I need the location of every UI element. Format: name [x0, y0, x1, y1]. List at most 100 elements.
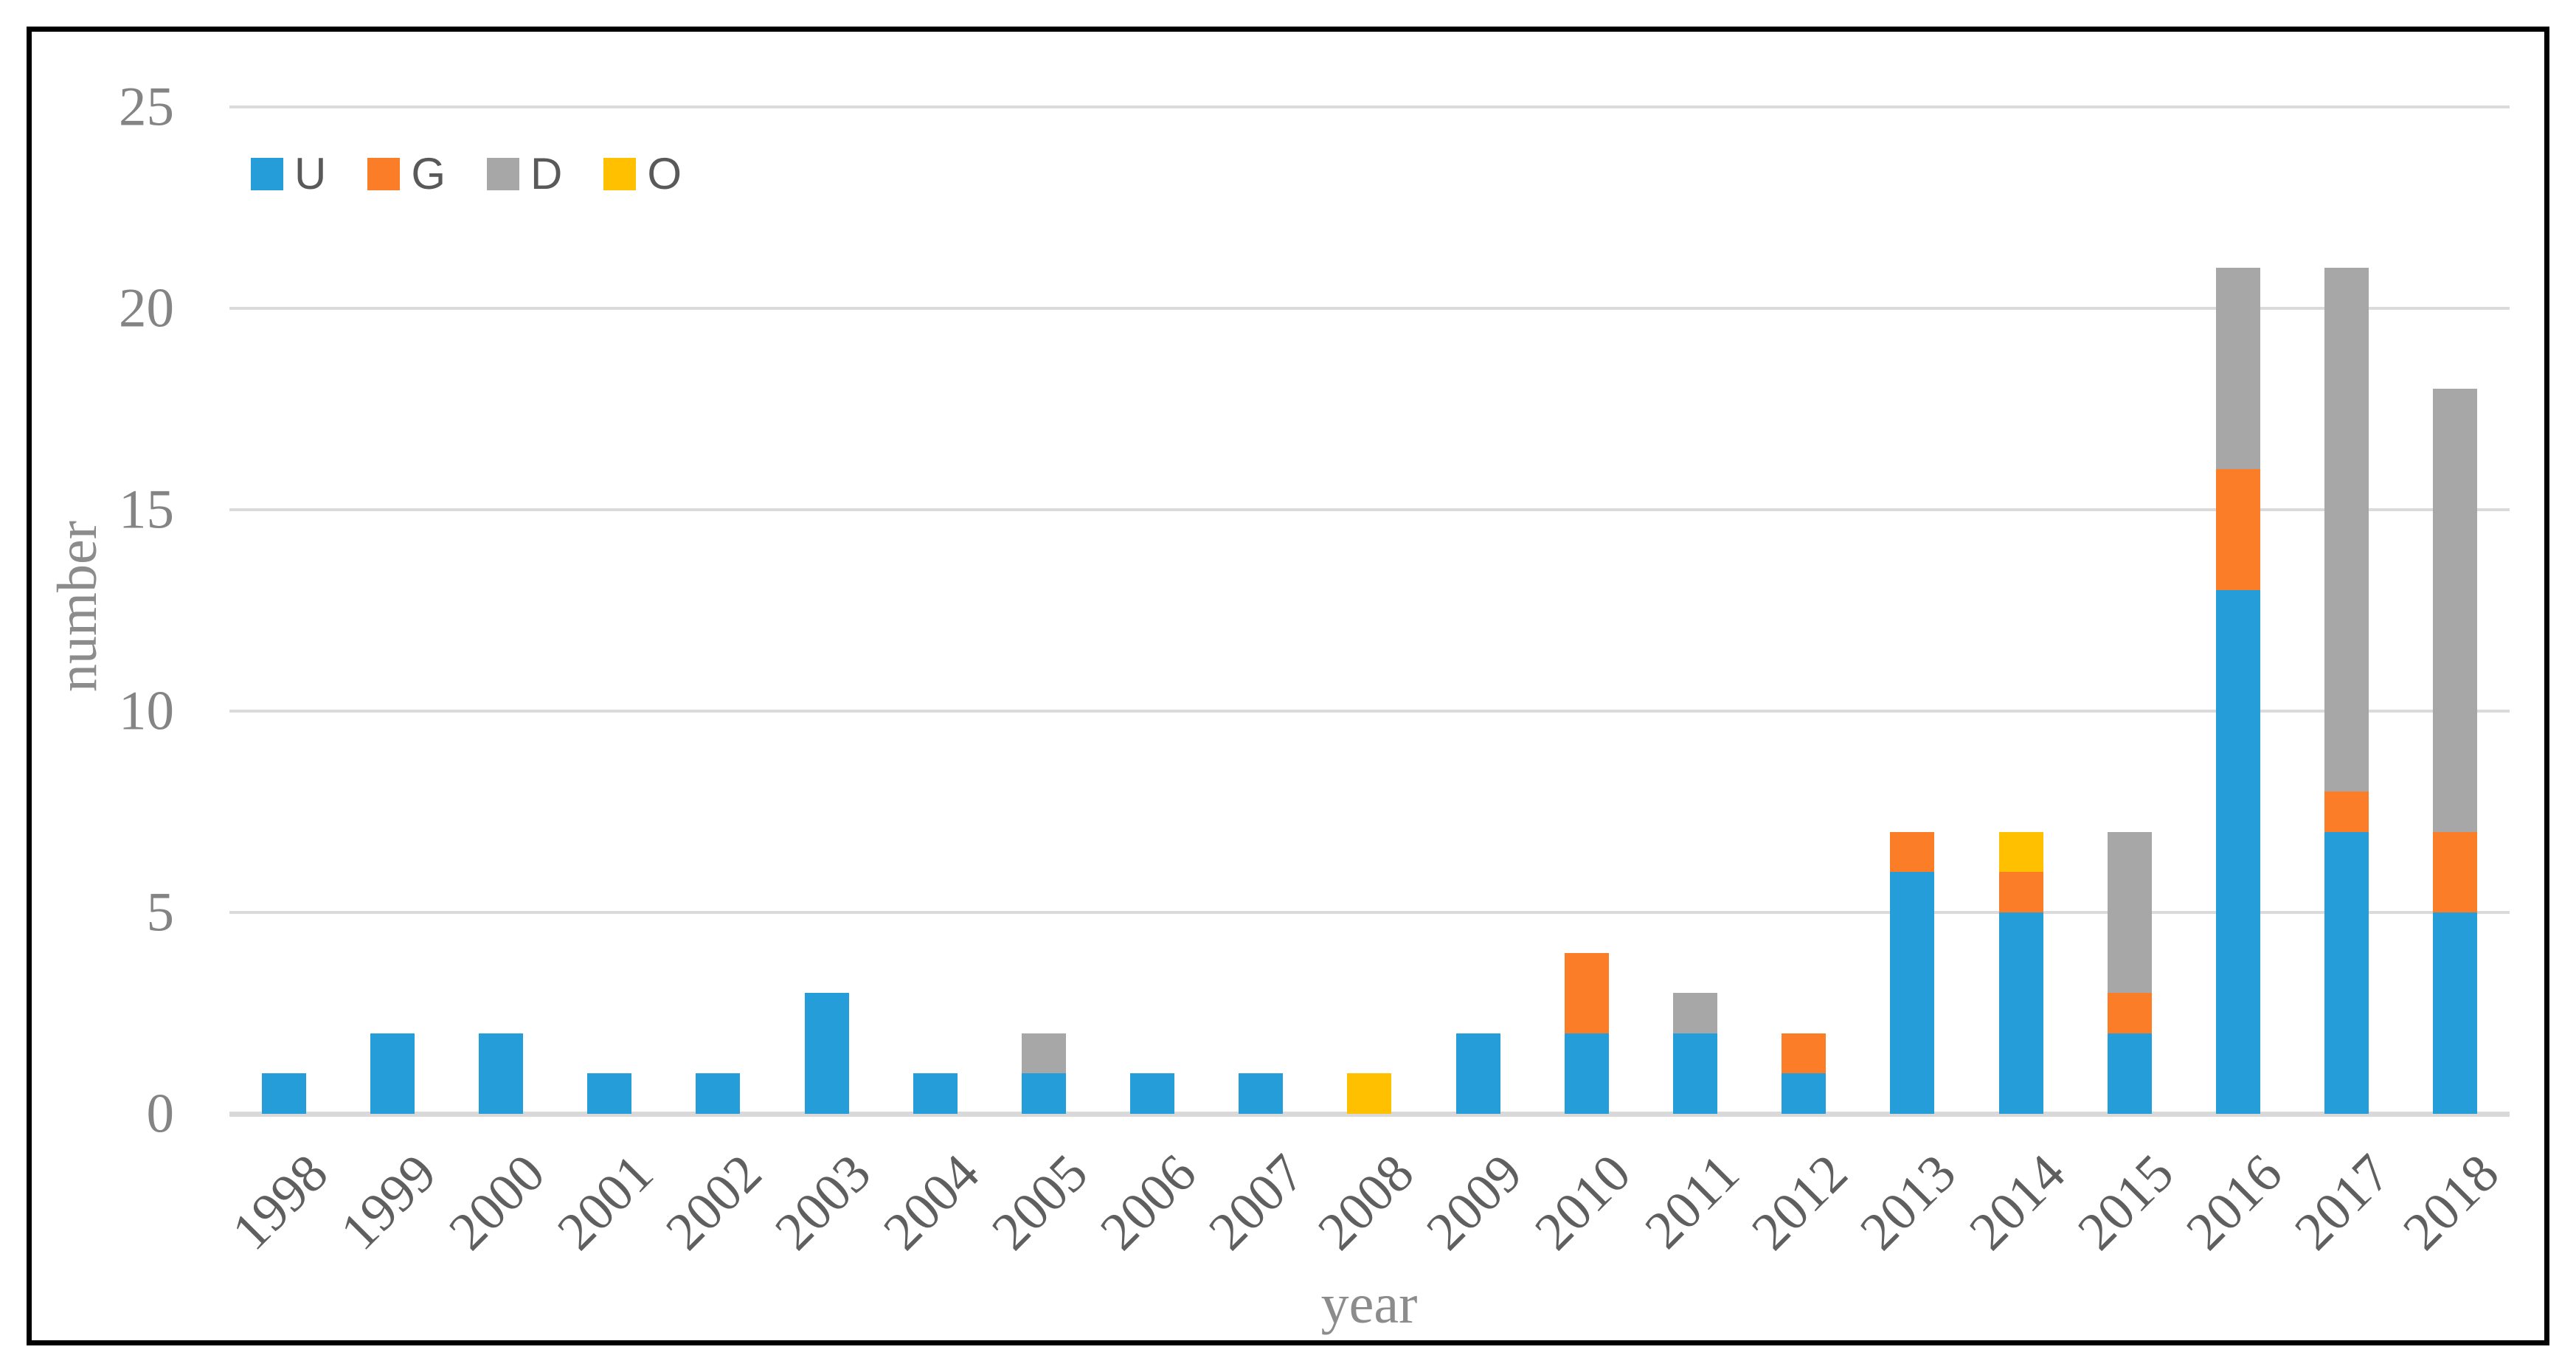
legend-label-O: O: [647, 149, 682, 198]
bar-2017: [2293, 107, 2401, 1114]
bar-segment-U-2001: [587, 1073, 632, 1114]
bar-2002: [664, 107, 772, 1114]
bar-stack-2000: [478, 1033, 523, 1114]
bar-stack-2011: [1673, 993, 1718, 1114]
bar-segment-U-2004: [913, 1073, 958, 1114]
bar-segment-O-2008: [1347, 1073, 1392, 1114]
y-tick-label-5: 5: [146, 881, 175, 943]
legend-item-D: D: [487, 149, 563, 198]
bar-segment-G-2012: [1782, 1033, 1827, 1074]
bar-stack-2010: [1564, 952, 1609, 1114]
bar-segment-U-2007: [1239, 1073, 1284, 1114]
figure-border: [27, 27, 2549, 1345]
bar-stack-2015: [2107, 831, 2152, 1114]
bar-2009: [1424, 107, 1532, 1114]
bar-segment-O-2014: [1998, 831, 2043, 873]
x-axis-line: [229, 1112, 2510, 1117]
legend-item-G: G: [367, 149, 446, 198]
bar-segment-U-1998: [261, 1073, 306, 1114]
bar-2006: [1098, 107, 1207, 1114]
bar-segment-G-2018: [2433, 831, 2478, 912]
bar-segment-G-2010: [1564, 952, 1609, 1033]
legend-label-G: G: [411, 149, 446, 198]
bar-stack-2008: [1347, 1073, 1392, 1114]
bar-segment-D-2005: [1021, 1033, 1066, 1074]
bar-stack-2001: [587, 1073, 632, 1114]
bar-2004: [881, 107, 989, 1114]
bar-stack-2009: [1455, 1033, 1500, 1114]
bar-stack-2016: [2215, 268, 2260, 1114]
legend-swatch-D: [487, 158, 520, 190]
bar-stack-2002: [696, 1073, 741, 1114]
bar-segment-U-2010: [1564, 1033, 1609, 1114]
bar-stack-2012: [1782, 1033, 1827, 1114]
bar-segment-U-2017: [2324, 831, 2369, 1114]
bar-2013: [1858, 107, 1967, 1114]
y-tick-label-20: 20: [119, 277, 174, 339]
bar-segment-U-2014: [1998, 912, 2043, 1114]
bar-segment-D-2016: [2215, 268, 2260, 470]
gridline-5: [229, 911, 2510, 914]
bar-segment-U-2011: [1673, 1033, 1718, 1114]
legend-item-U: U: [251, 149, 327, 198]
bar-stack-2013: [1890, 831, 1935, 1114]
bar-2001: [555, 107, 664, 1114]
bar-segment-U-2002: [696, 1073, 741, 1114]
bar-segment-G-2013: [1890, 831, 1935, 873]
bar-stack-2003: [804, 993, 849, 1114]
bar-segment-G-2017: [2324, 791, 2369, 832]
bar-segment-U-2013: [1890, 872, 1935, 1114]
bar-segment-D-2018: [2433, 389, 2478, 832]
gridline-15: [229, 508, 2510, 511]
bar-segment-U-2012: [1782, 1073, 1827, 1114]
bar-segment-U-2006: [1130, 1073, 1175, 1114]
y-axis-title: number: [46, 520, 108, 693]
y-tick-label-25: 25: [119, 76, 174, 138]
bar-segment-U-2005: [1021, 1073, 1066, 1114]
bar-1998: [229, 107, 338, 1114]
bar-segment-U-2000: [478, 1033, 523, 1114]
legend-swatch-U: [251, 158, 283, 190]
bar-stack-2018: [2433, 389, 2478, 1114]
legend-swatch-G: [367, 158, 401, 190]
bar-stack-2006: [1130, 1073, 1175, 1114]
gridline-10: [229, 710, 2510, 713]
bar-1999: [338, 107, 446, 1114]
bar-segment-U-2009: [1455, 1033, 1500, 1114]
bar-segment-D-2011: [1673, 993, 1718, 1033]
bar-2005: [989, 107, 1098, 1114]
bar-segment-U-1999: [370, 1033, 415, 1114]
bar-segment-U-2003: [804, 993, 849, 1114]
bar-stack-2017: [2324, 268, 2369, 1114]
legend-label-D: D: [530, 149, 563, 198]
bar-segment-G-2014: [1998, 872, 2043, 912]
bar-2015: [2075, 107, 2184, 1114]
bar-segment-D-2015: [2107, 831, 2152, 994]
bar-stack-2005: [1021, 1033, 1066, 1114]
legend-item-O: O: [603, 149, 682, 198]
bar-segment-G-2015: [2107, 993, 2152, 1033]
legend-swatch-O: [603, 158, 637, 190]
x-axis-title: year: [1320, 1273, 1418, 1335]
bar-2018: [2401, 107, 2510, 1114]
legend-label-U: U: [294, 149, 327, 198]
bar-2016: [2184, 107, 2292, 1114]
bar-segment-U-2015: [2107, 1033, 2152, 1114]
bar-2014: [1967, 107, 2075, 1114]
plot-area: [229, 105, 2510, 1117]
bar-segment-U-2018: [2433, 912, 2478, 1114]
bar-stack-2014: [1998, 831, 2043, 1114]
bar-2000: [446, 107, 555, 1114]
bar-2003: [772, 107, 881, 1114]
bar-stack-1999: [370, 1033, 415, 1114]
bar-2011: [1641, 107, 1749, 1114]
bar-2008: [1315, 107, 1424, 1114]
gridline-20: [229, 307, 2510, 310]
bar-segment-U-2016: [2215, 590, 2260, 1114]
y-tick-label-10: 10: [119, 680, 174, 742]
bar-segment-D-2017: [2324, 268, 2369, 792]
gridline-25: [229, 105, 2510, 108]
bar-2010: [1532, 107, 1641, 1114]
